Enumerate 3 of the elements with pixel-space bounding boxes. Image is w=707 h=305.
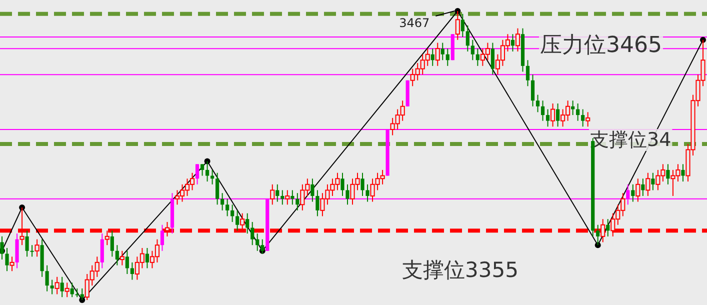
annotation: 支撑位3355: [402, 258, 518, 282]
annotation: 压力位3465: [540, 33, 662, 58]
annotation: 3467: [399, 16, 430, 30]
